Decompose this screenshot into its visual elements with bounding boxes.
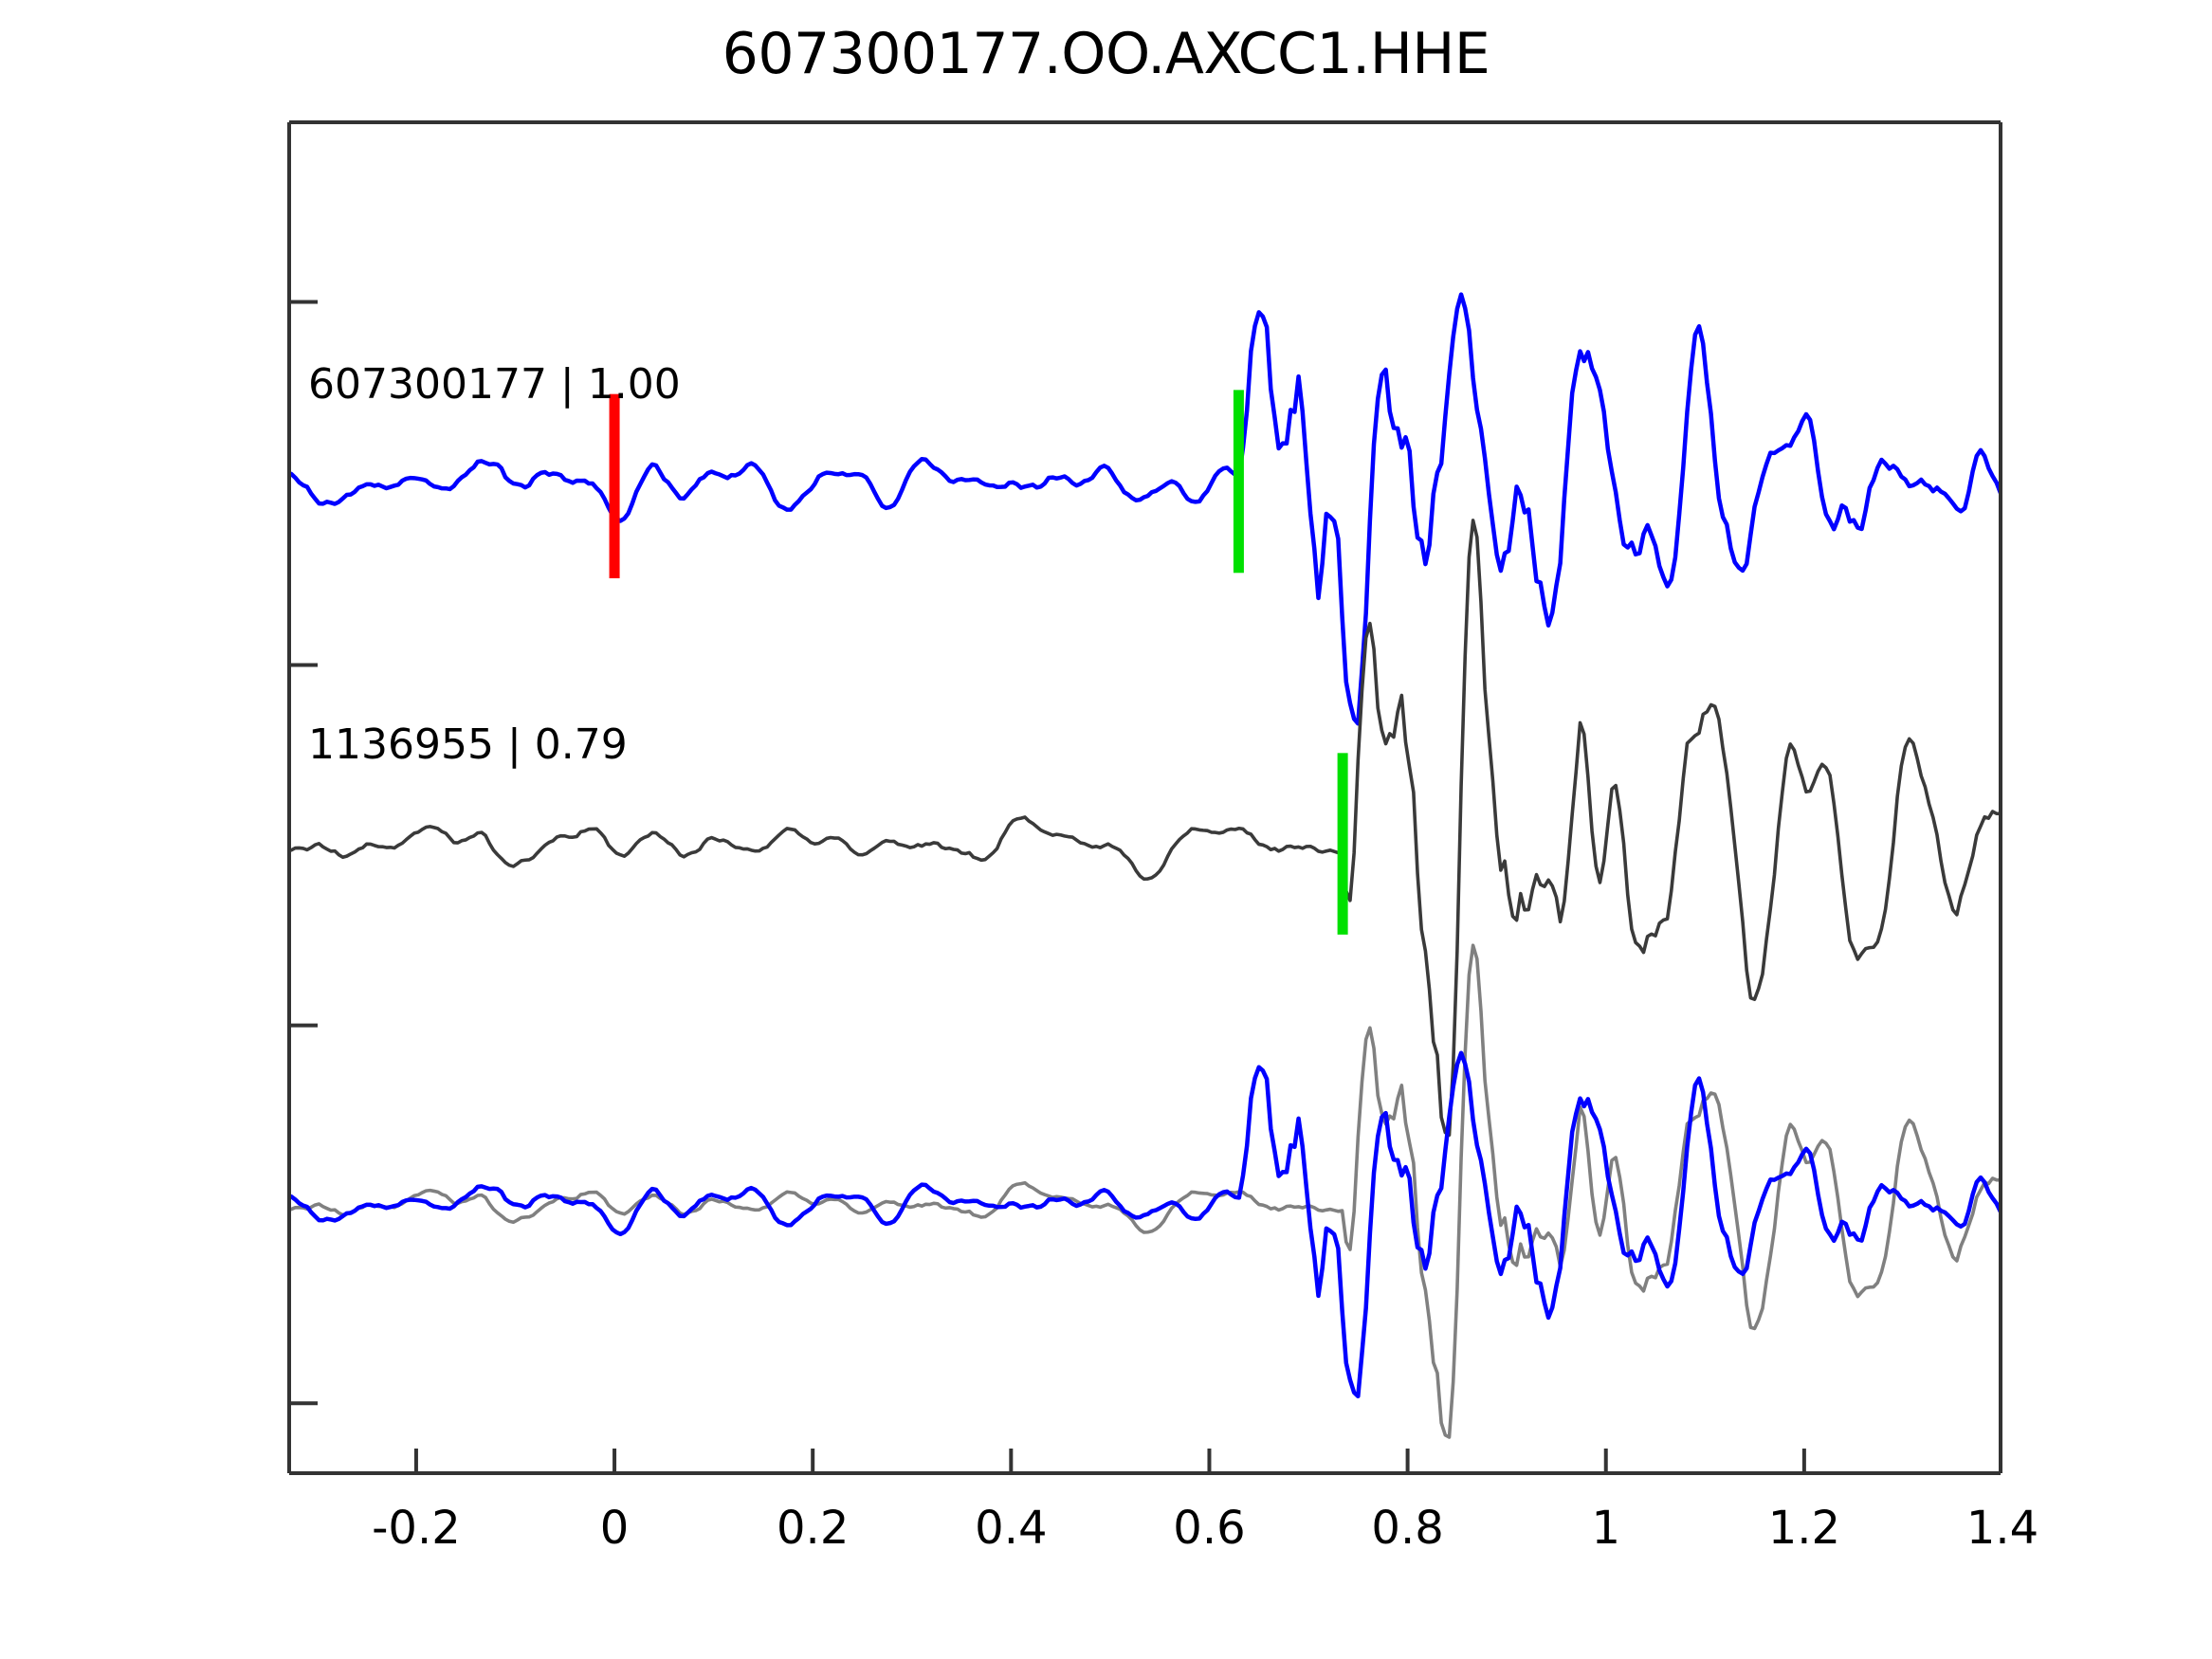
- trace-template-top: [287, 292, 2002, 726]
- waveform-canvas: [287, 120, 2002, 1475]
- x-tick-label-1: 0: [599, 1502, 630, 1555]
- x-tick-label-3: 0.4: [975, 1502, 1048, 1555]
- plot-background: [287, 120, 2002, 1475]
- x-tick-label-6: 1: [1591, 1502, 1620, 1555]
- marker-phase-pick-detection: [1337, 753, 1348, 935]
- trace-label-detection: 1136955 | 0.79: [308, 720, 628, 769]
- axes-frame: [287, 120, 2002, 1475]
- x-tick-label-0: -0.2: [372, 1502, 461, 1555]
- x-tick-label-8: 1.4: [1965, 1502, 2039, 1555]
- trace-label-template: 607300177 | 1.00: [308, 360, 681, 409]
- x-tick-label-2: 0.2: [777, 1502, 850, 1555]
- x-tick-label-5: 0.8: [1371, 1502, 1444, 1555]
- x-tick-label-7: 1.2: [1767, 1502, 1841, 1555]
- page-title: 607300177.OO.AXCC1.HHE: [722, 21, 1490, 87]
- marker-phase-pick-template: [1233, 390, 1244, 574]
- marker-origin-pick: [609, 393, 620, 578]
- waveform-traces: [287, 292, 2002, 1439]
- trace-detection-overlay: [287, 943, 2002, 1439]
- x-tick-label-4: 0.6: [1173, 1502, 1246, 1555]
- plot-axes: [287, 120, 2002, 1475]
- trace-detection-middle: [287, 519, 2002, 1138]
- trace-template-overlay: [287, 1050, 2002, 1399]
- pick-markers: [609, 390, 1348, 935]
